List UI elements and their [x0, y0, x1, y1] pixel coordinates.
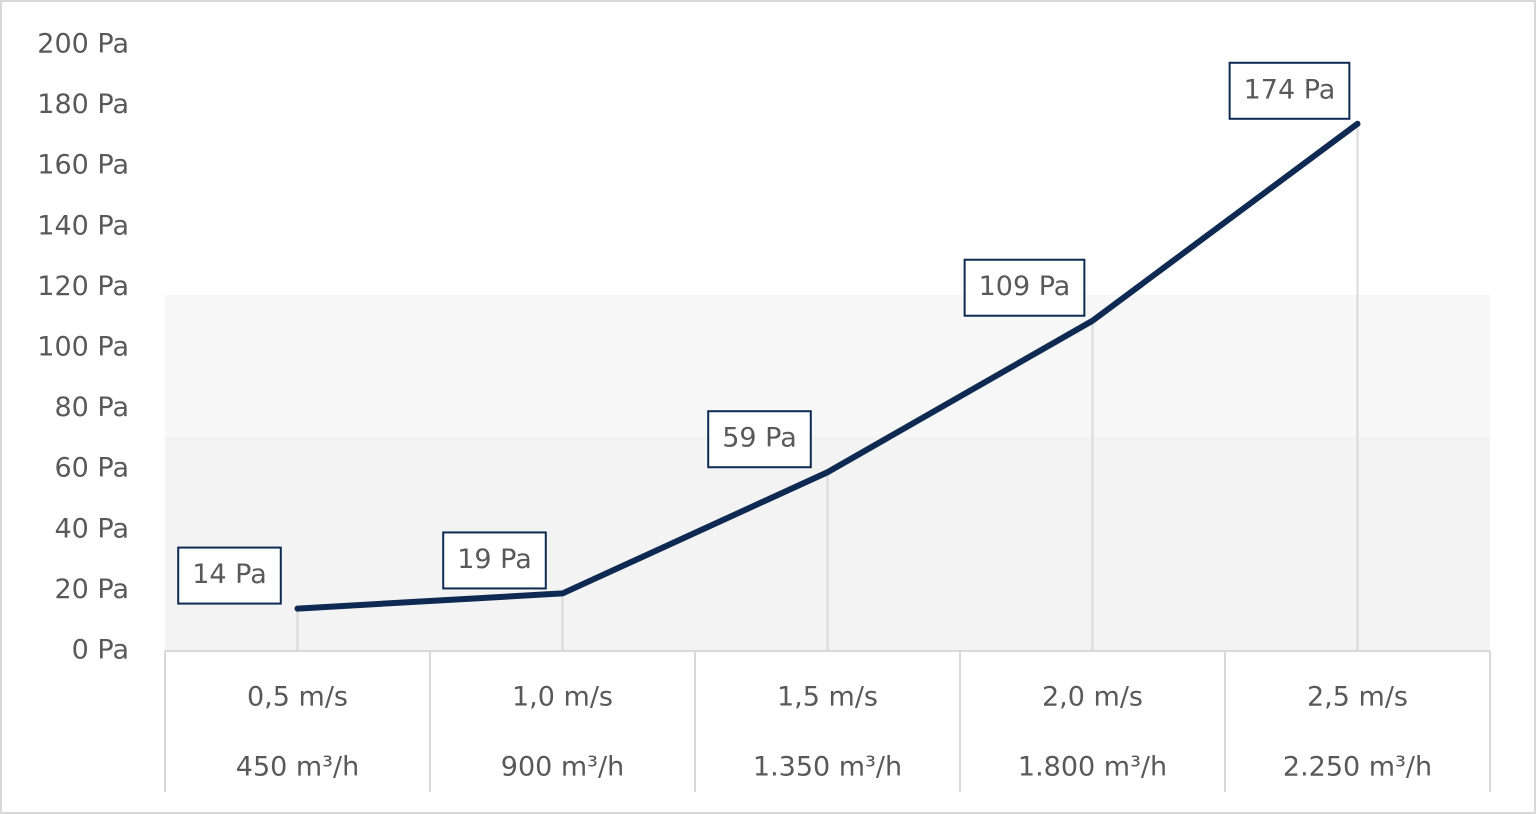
x-tick-label: 450 m³/h — [236, 752, 359, 783]
data-label-box — [442, 531, 547, 590]
y-tick-label: 160 Pa — [37, 150, 129, 181]
data-label: 59 Pa — [722, 423, 797, 454]
data-label-box — [177, 546, 282, 605]
y-tick-label: 0 Pa — [72, 635, 129, 666]
x-tick-label: 1,0 m/s — [512, 682, 613, 713]
data-label: 174 Pa — [1244, 74, 1336, 105]
plot-band — [165, 295, 1490, 437]
line — [294, 120, 1361, 612]
x-tick-label: 2,0 m/s — [1042, 682, 1143, 713]
x-tick-label: 900 m³/h — [501, 752, 624, 783]
y-tick-label: 100 Pa — [37, 332, 129, 363]
y-tick-label: 80 Pa — [54, 392, 129, 423]
data-label: 14 Pa — [192, 559, 267, 590]
x-tick-label: 1,5 m/s — [777, 682, 878, 713]
x-tick-label: 1.800 m³/h — [1018, 752, 1167, 783]
y-tick-label: 180 Pa — [37, 89, 129, 120]
y-tick-label: 60 Pa — [54, 453, 129, 484]
x-tick-label: 2.250 m³/h — [1283, 752, 1432, 783]
y-tick-label: 120 Pa — [37, 271, 129, 302]
data-label: 19 Pa — [457, 544, 532, 575]
data-label: 109 Pa — [979, 271, 1071, 302]
x-tick-label: 2,5 m/s — [1307, 682, 1408, 713]
data-label-box — [1228, 61, 1351, 120]
x-tick-label: 1.350 m³/h — [753, 752, 902, 783]
data-label-box — [707, 410, 812, 469]
data-label-box — [963, 258, 1086, 317]
y-tick-label: 20 Pa — [54, 574, 129, 605]
y-tick-label: 40 Pa — [54, 513, 129, 544]
y-tick-label: 200 Pa — [37, 29, 129, 60]
y-tick-label: 140 Pa — [37, 210, 129, 241]
x-tick-label: 0,5 m/s — [247, 682, 348, 713]
